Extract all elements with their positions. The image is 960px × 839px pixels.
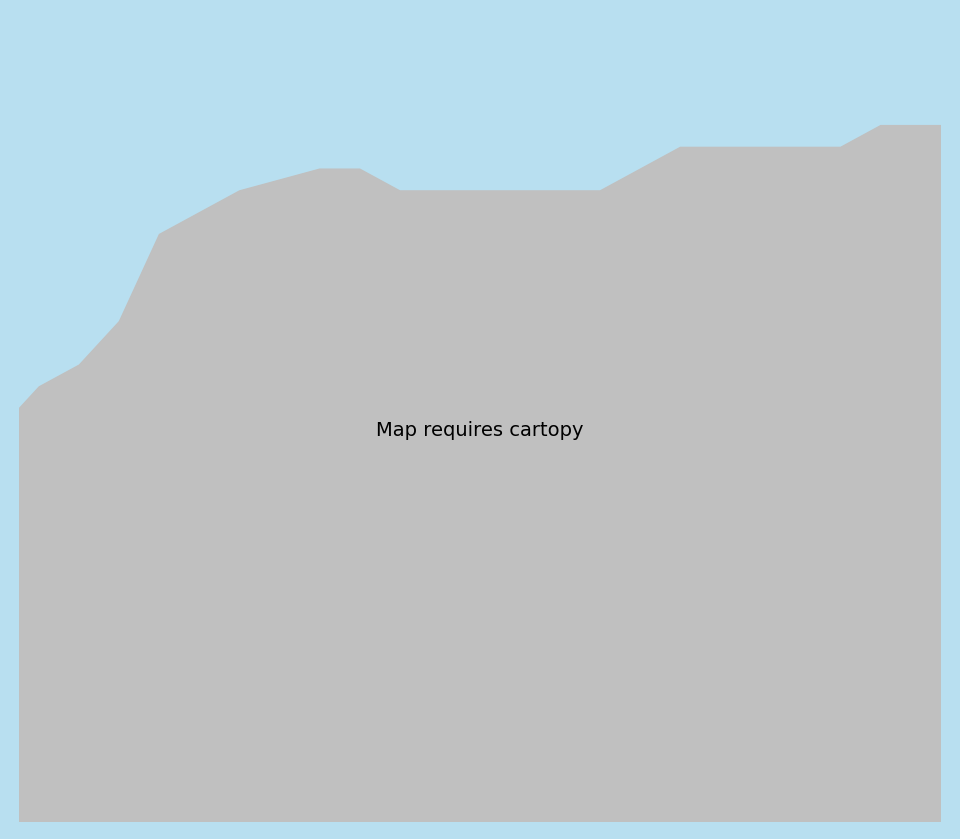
Polygon shape [19, 126, 941, 822]
Text: Map requires cartopy: Map requires cartopy [376, 421, 584, 440]
